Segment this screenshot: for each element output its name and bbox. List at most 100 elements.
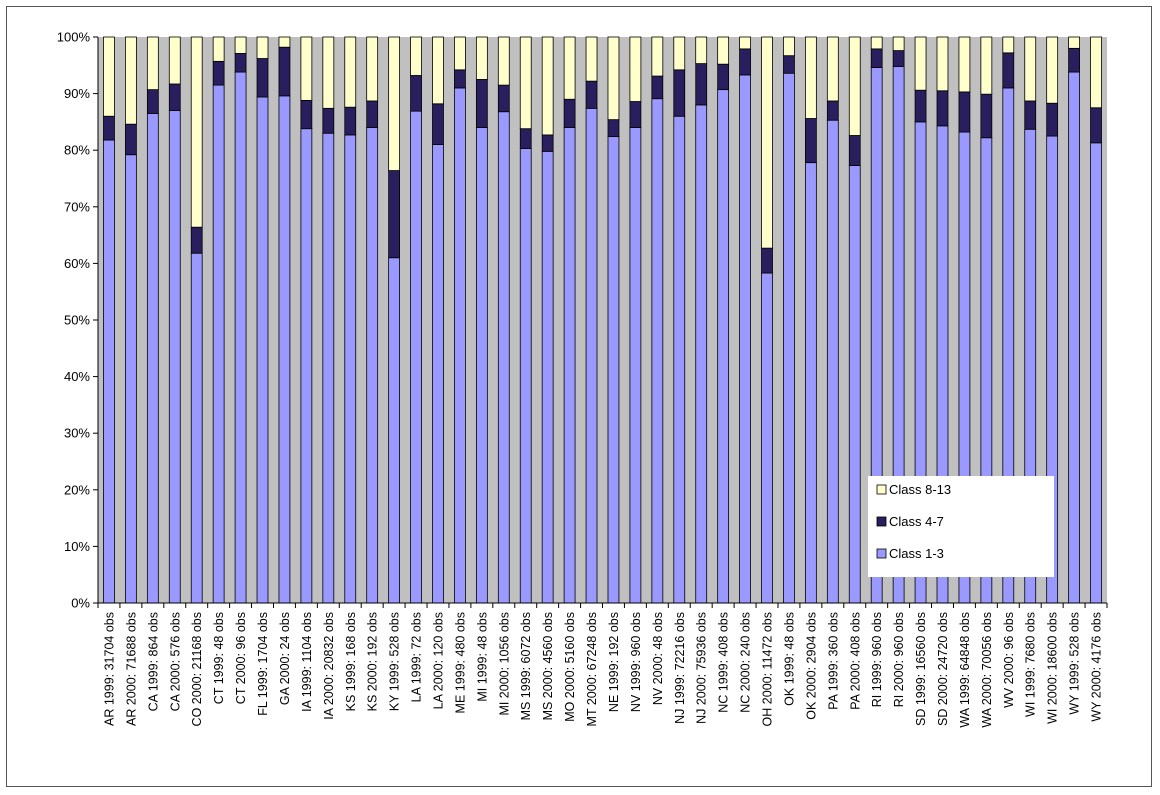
bar-segment-class-8-13 bbox=[1046, 36, 1059, 104]
x-tick-label: WI 1999: 7680 obs bbox=[1024, 612, 1038, 717]
bar-segment-class-4-7 bbox=[475, 79, 488, 128]
bar-segment-class-1-3 bbox=[651, 98, 664, 604]
bar-segment-class-4-7 bbox=[870, 48, 883, 68]
bar-segment-class-8-13 bbox=[454, 36, 466, 71]
bar-segment-class-4-7 bbox=[892, 50, 905, 67]
bar-segment-class-4-7 bbox=[454, 69, 466, 89]
bar-segment-class-1-3 bbox=[519, 148, 532, 604]
bar-segment-class-4-7 bbox=[695, 63, 708, 106]
x-tick-label: CT 1999: 48 obs bbox=[212, 612, 226, 704]
bar-segment-class-8-13 bbox=[1024, 36, 1037, 102]
bar-segment-class-4-7 bbox=[826, 100, 839, 121]
x-tick-label: RI 2000: 960 obs bbox=[892, 612, 906, 707]
bar-segment-class-8-13 bbox=[607, 36, 620, 121]
bar-segment-class-1-3 bbox=[454, 87, 466, 604]
bar-segment-class-8-13 bbox=[585, 36, 598, 82]
bar-segment-class-4-7 bbox=[432, 103, 444, 145]
bar-segment-class-1-3 bbox=[278, 95, 291, 604]
bar-segment-class-8-13 bbox=[892, 36, 905, 51]
x-tick-label: CO 2000: 21168 obs bbox=[190, 612, 204, 726]
bar-segment-class-1-3 bbox=[234, 71, 247, 604]
x-tick-label: LA 1999: 72 obs bbox=[410, 612, 424, 702]
x-tick-label: CA 2000: 576 obs bbox=[168, 612, 182, 711]
bar-segment-class-1-3 bbox=[541, 150, 554, 604]
bar-segment-class-8-13 bbox=[212, 36, 225, 62]
bar-segment-class-1-3 bbox=[739, 74, 751, 604]
x-tick-label: WY 1999: 528 obs bbox=[1068, 612, 1082, 715]
x-tick-label: WA 2000: 70056 obs bbox=[980, 612, 994, 728]
bar-segment-class-1-3 bbox=[125, 154, 137, 604]
bar-segment-class-8-13 bbox=[739, 36, 751, 50]
bar-segment-class-4-7 bbox=[1002, 52, 1015, 89]
bar-segment-class-4-7 bbox=[936, 90, 949, 127]
bar-segment-class-4-7 bbox=[717, 63, 730, 91]
bar-segment-class-4-7 bbox=[1068, 47, 1080, 73]
bar-segment-class-8-13 bbox=[783, 36, 795, 57]
bar-segment-class-1-3 bbox=[629, 127, 642, 604]
bar-segment-class-1-3 bbox=[388, 257, 401, 604]
bar-segment-class-1-3 bbox=[1068, 71, 1080, 604]
bar-segment-class-4-7 bbox=[366, 100, 379, 128]
x-tick-label: NV 2000: 48 obs bbox=[651, 612, 665, 705]
bar-segment-class-8-13 bbox=[103, 36, 115, 117]
bar-segment-class-4-7 bbox=[388, 170, 401, 259]
x-tick-label: NC 1999: 408 obs bbox=[717, 612, 731, 713]
legend-box bbox=[868, 476, 1054, 577]
bar-segment-class-8-13 bbox=[519, 36, 532, 130]
x-tick-label: OK 2000: 2904 obs bbox=[804, 612, 818, 720]
bar-segment-class-8-13 bbox=[848, 36, 861, 136]
bar-segment-class-4-7 bbox=[980, 93, 993, 139]
bar-segment-class-4-7 bbox=[322, 107, 335, 134]
bar-segment-class-4-7 bbox=[585, 80, 598, 109]
bar-segment-class-8-13 bbox=[497, 36, 510, 86]
y-tick-label: 60% bbox=[64, 256, 90, 271]
bar-segment-class-8-13 bbox=[475, 36, 488, 80]
x-tick-label: SD 1999: 16560 obs bbox=[914, 612, 928, 726]
bar-segment-class-8-13 bbox=[190, 36, 203, 228]
x-tick-label: NC 2000: 240 obs bbox=[739, 612, 753, 713]
bar-segment-class-4-7 bbox=[234, 53, 247, 73]
bars bbox=[103, 36, 1102, 604]
bar-segment-class-4-7 bbox=[256, 58, 269, 98]
legend: Class 8-13 Class 4-7 Class 1-3 bbox=[868, 476, 1054, 577]
bar-segment-class-4-7 bbox=[168, 83, 181, 111]
y-tick-label: 10% bbox=[64, 539, 90, 554]
x-tick-label: CA 1999: 864 obs bbox=[146, 612, 160, 711]
bar-segment-class-1-3 bbox=[322, 132, 335, 604]
bar-segment-class-1-3 bbox=[256, 96, 269, 604]
bar-segment-class-8-13 bbox=[673, 36, 686, 71]
bar-segment-class-1-3 bbox=[432, 144, 444, 604]
x-tick-label: KY 1999: 528 obs bbox=[388, 612, 402, 711]
x-tick-label: RI 1999: 960 obs bbox=[870, 612, 884, 707]
bar-segment-class-8-13 bbox=[870, 36, 883, 50]
bar-segment-class-1-3 bbox=[717, 89, 730, 604]
y-tick-label: 20% bbox=[64, 482, 90, 497]
bar-segment-class-8-13 bbox=[958, 36, 971, 93]
legend-swatch bbox=[876, 548, 887, 559]
bar-segment-class-8-13 bbox=[695, 36, 708, 65]
x-tick-label: LA 2000: 120 obs bbox=[431, 612, 445, 709]
bar-segment-class-4-7 bbox=[497, 84, 510, 113]
bar-segment-class-4-7 bbox=[563, 98, 576, 128]
x-tick-label: AR 1999: 31704 obs bbox=[102, 612, 116, 726]
bar-segment-class-8-13 bbox=[826, 36, 839, 102]
x-tick-label: MS 2000: 4560 obs bbox=[541, 612, 555, 720]
bar-segment-class-4-7 bbox=[344, 106, 357, 136]
bar-segment-class-1-3 bbox=[146, 113, 159, 604]
bar-segment-class-8-13 bbox=[278, 36, 291, 48]
bar-segment-class-4-7 bbox=[629, 101, 642, 128]
bar-segment-class-1-3 bbox=[607, 136, 620, 604]
legend-swatch bbox=[876, 484, 887, 495]
bar-segment-class-1-3 bbox=[497, 111, 510, 604]
bar-segment-class-8-13 bbox=[234, 36, 247, 54]
x-tick-label: GA 2000: 24 obs bbox=[278, 612, 292, 705]
bar-segment-class-8-13 bbox=[804, 36, 817, 119]
x-tick-label: WV 2000: 96 obs bbox=[1002, 612, 1016, 708]
bar-segment-class-1-3 bbox=[475, 127, 488, 604]
x-tick-label: MS 1999: 6072 obs bbox=[519, 612, 533, 720]
bar-segment-class-8-13 bbox=[761, 36, 773, 249]
bar-segment-class-8-13 bbox=[563, 36, 576, 100]
x-tick-label: NJ 2000: 75936 obs bbox=[695, 612, 709, 724]
x-tick-label: KS 1999: 168 obs bbox=[344, 612, 358, 711]
